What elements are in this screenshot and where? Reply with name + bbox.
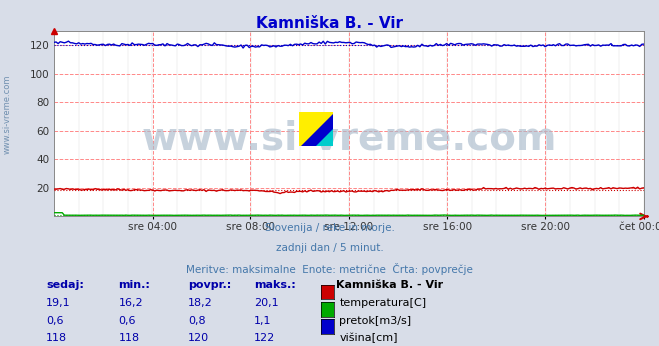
Text: 16,2: 16,2 [119, 298, 143, 308]
Text: pretok[m3/s]: pretok[m3/s] [339, 316, 411, 326]
Polygon shape [316, 129, 333, 146]
Text: zadnji dan / 5 minut.: zadnji dan / 5 minut. [275, 243, 384, 253]
Text: 118: 118 [119, 333, 140, 343]
Text: www.si-vreme.com: www.si-vreme.com [3, 74, 12, 154]
Text: 122: 122 [254, 333, 275, 343]
Text: 18,2: 18,2 [188, 298, 213, 308]
Text: maks.:: maks.: [254, 280, 295, 290]
Text: 20,1: 20,1 [254, 298, 278, 308]
Text: 120: 120 [188, 333, 209, 343]
Bar [316, 112, 333, 146]
Text: sedaj:: sedaj: [46, 280, 84, 290]
Text: 0,6: 0,6 [46, 316, 64, 326]
Text: 0,8: 0,8 [188, 316, 206, 326]
Bar [299, 112, 316, 146]
Text: temperatura[C]: temperatura[C] [339, 298, 426, 308]
Polygon shape [299, 112, 333, 146]
Text: višina[cm]: višina[cm] [339, 333, 398, 343]
Text: 118: 118 [46, 333, 67, 343]
Text: www.si-vreme.com: www.si-vreme.com [141, 119, 557, 157]
Text: 19,1: 19,1 [46, 298, 71, 308]
Text: povpr.:: povpr.: [188, 280, 231, 290]
Text: 1,1: 1,1 [254, 316, 272, 326]
Text: Kamniška B. - Vir: Kamniška B. - Vir [336, 280, 444, 290]
Text: min.:: min.: [119, 280, 150, 290]
Text: Slovenija / reke in morje.: Slovenija / reke in morje. [264, 223, 395, 233]
Polygon shape [299, 112, 333, 146]
Text: Meritve: maksimalne  Enote: metrične  Črta: povprečje: Meritve: maksimalne Enote: metrične Črta… [186, 263, 473, 275]
Text: 0,6: 0,6 [119, 316, 136, 326]
Text: Kamniška B. - Vir: Kamniška B. - Vir [256, 16, 403, 30]
